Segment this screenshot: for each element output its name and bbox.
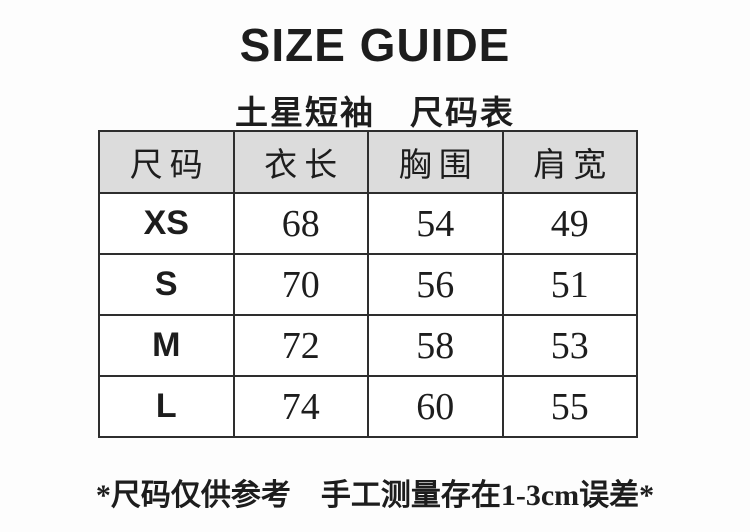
- size-label-cell: M: [98, 314, 235, 377]
- chest-value-cell: 58: [367, 314, 504, 377]
- size-label-cell: S: [98, 253, 235, 316]
- chest-value-cell: 54: [367, 192, 504, 255]
- shoulder-value-cell: 49: [501, 192, 638, 255]
- header-cell-shoulder: 肩宽: [501, 130, 638, 194]
- page-title: SIZE GUIDE: [239, 19, 511, 71]
- size-table: 尺码 衣长 胸围 肩宽 XS 68 54 49 S 70 56 51 M 72: [98, 130, 638, 438]
- shoulder-value-cell: 51: [501, 253, 638, 316]
- page-subtitle: 土星短袖 尺码表: [235, 94, 515, 131]
- chest-value-cell: 60: [367, 375, 504, 438]
- table-row-s: S 70 56 51: [98, 253, 638, 316]
- table-row-m: M 72 58 53: [98, 314, 638, 377]
- length-value-cell: 68: [232, 192, 369, 255]
- header-cell-chest: 胸围: [367, 130, 504, 194]
- length-value-cell: 72: [232, 314, 369, 377]
- size-label-cell: L: [98, 375, 235, 438]
- header-cell-length: 衣长: [232, 130, 369, 194]
- size-label-cell: XS: [98, 192, 235, 255]
- footnote: *尺码仅供参考 手工测量存在1-3cm误差*: [95, 479, 655, 512]
- length-value-cell: 74: [232, 375, 369, 438]
- shoulder-value-cell: 53: [501, 314, 638, 377]
- table-header-row: 尺码 衣长 胸围 肩宽: [98, 130, 638, 194]
- table-row-l: L 74 60 55: [98, 375, 638, 438]
- shoulder-value-cell: 55: [501, 375, 638, 438]
- length-value-cell: 70: [232, 253, 369, 316]
- header-cell-size: 尺码: [98, 130, 235, 194]
- table-row-xs: XS 68 54 49: [98, 192, 638, 255]
- chest-value-cell: 56: [367, 253, 504, 316]
